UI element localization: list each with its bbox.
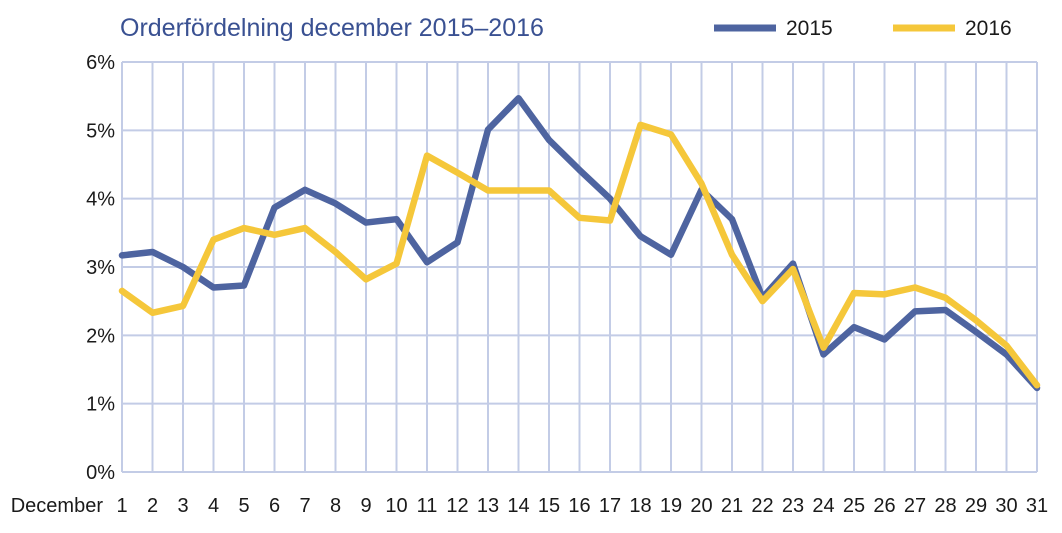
y-tick-label: 5% [86, 120, 115, 142]
x-tick-label: 13 [477, 495, 499, 517]
series-lines [118, 94, 1041, 392]
x-tick-label: 15 [538, 495, 560, 517]
chart-title: Orderfördelning december 2015–2016 [120, 14, 544, 42]
x-tick-label: 19 [660, 495, 682, 517]
x-tick-label: 17 [599, 495, 621, 517]
grid [121, 61, 1038, 473]
y-tick-label: 1% [86, 394, 115, 416]
x-tick-label: 7 [299, 495, 310, 517]
x-tick-label: 11 [417, 495, 438, 517]
x-tick-label: 30 [995, 495, 1017, 517]
x-axis-label: December [11, 495, 104, 517]
x-tick-label: 21 [721, 495, 743, 517]
y-tick-label: 3% [86, 257, 115, 279]
x-tick-label: 6 [269, 495, 280, 517]
x-tick-label: 25 [843, 495, 865, 517]
legend-label-2016: 2016 [965, 17, 1012, 40]
series-line-2015 [118, 94, 1041, 392]
x-tick-label: 28 [934, 495, 956, 517]
x-tick-label: 5 [238, 495, 249, 517]
x-tick-label: 23 [782, 495, 804, 517]
legend-label-2015: 2015 [786, 17, 833, 40]
x-tick-label: 31 [1026, 495, 1048, 517]
series-line-2016 [118, 121, 1041, 389]
x-tick-label: 16 [568, 495, 590, 517]
x-tick-label: 10 [385, 495, 407, 517]
x-tick-label: 24 [812, 495, 834, 517]
y-tick-label: 0% [86, 462, 115, 484]
y-tick-label: 4% [86, 189, 115, 211]
x-tick-label: 20 [690, 495, 712, 517]
y-tick-label: 2% [86, 325, 115, 347]
x-tick-label: 26 [873, 495, 895, 517]
x-tick-label: 8 [330, 495, 341, 517]
x-tick-label: 4 [208, 495, 219, 517]
legend: 2015 2016 [714, 17, 1012, 40]
x-tick-label: 29 [965, 495, 987, 517]
x-tick-label: 9 [360, 495, 371, 517]
x-tick-label: 3 [177, 495, 188, 517]
x-tick-label: 14 [507, 495, 529, 517]
x-tick-label: 22 [751, 495, 773, 517]
x-tick-label: 12 [446, 495, 468, 517]
x-tick-label: 27 [904, 495, 926, 517]
x-tick-label: 18 [629, 495, 651, 517]
y-axis-ticks: 0% 1% 2% 3% 4% 5% 6% [86, 52, 115, 484]
x-tick-label: 1 [116, 495, 127, 517]
x-axis-ticks: 1 2 3 4 5 6 7 8 9 10 11 12 13 14 15 16 17 18 19 20 21 22 23 24 2… [116, 495, 1048, 517]
y-tick-label: 6% [86, 52, 115, 74]
x-tick-label: 2 [147, 495, 158, 517]
